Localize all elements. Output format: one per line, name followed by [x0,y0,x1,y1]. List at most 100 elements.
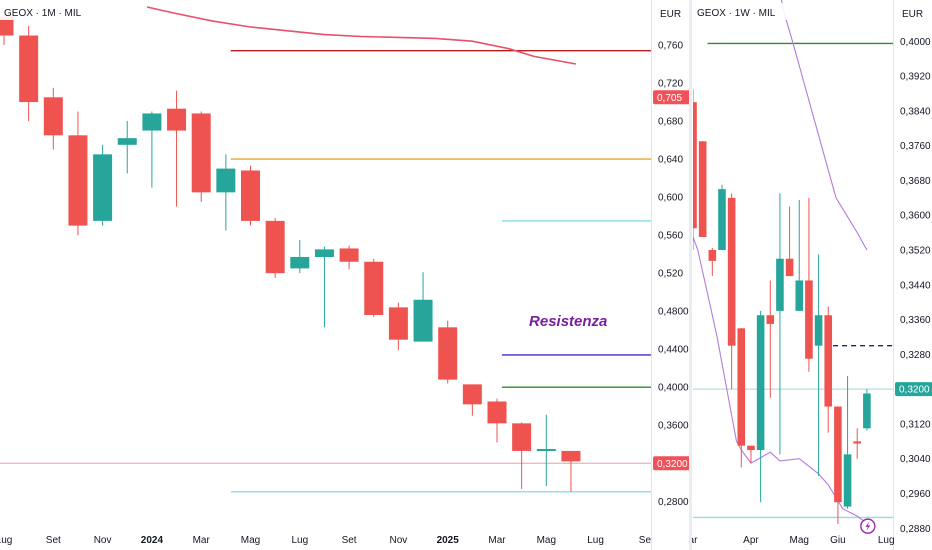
candle[interactable] [795,200,804,311]
candle[interactable] [747,445,755,464]
candle[interactable] [43,87,63,150]
plot-area[interactable]: Resistenza [0,6,670,493]
candle-body[interactable] [708,250,717,261]
candle[interactable] [117,121,137,174]
candle-body[interactable] [766,315,775,324]
candle[interactable] [438,320,458,384]
candle-body[interactable] [117,138,137,145]
candle[interactable] [388,302,408,351]
candle-body[interactable] [795,280,804,311]
candle-body[interactable] [863,393,871,429]
candle-body[interactable] [438,327,458,380]
candle-body[interactable] [290,256,310,269]
candle-body[interactable] [718,189,726,251]
y-tick-label: 0,640 [658,155,683,166]
x-tick-label: Mar [193,535,211,546]
candle[interactable] [462,384,482,416]
candle-body[interactable] [805,280,813,359]
candle-body[interactable] [364,261,384,315]
candle-body[interactable] [241,170,260,221]
candle-body[interactable] [413,299,433,342]
candle[interactable] [142,111,162,188]
y-tick-label: 0,2880 [900,524,931,535]
candle-body[interactable] [512,423,532,451]
candle-body[interactable] [756,315,765,451]
candle[interactable] [413,272,433,342]
candle-body[interactable] [339,248,359,262]
candle[interactable] [191,111,211,202]
candle-body[interactable] [462,384,482,405]
candle-body[interactable] [785,258,794,277]
candle-body[interactable] [814,315,823,346]
candle-body[interactable] [776,258,784,311]
candle-body[interactable] [43,97,63,136]
candle[interactable] [834,406,842,524]
candle[interactable] [785,206,794,277]
candle[interactable] [708,247,717,277]
candle[interactable] [776,193,784,455]
candle[interactable] [824,306,833,433]
candle[interactable] [167,90,187,207]
y-tick-label: 0,2960 [900,489,931,500]
candle[interactable] [698,141,707,237]
candle-body[interactable] [265,220,285,274]
candle-body[interactable] [834,406,842,503]
candle-body[interactable] [698,141,707,237]
candle-body[interactable] [68,135,88,226]
candle[interactable] [93,144,113,226]
candle-body[interactable] [824,315,833,407]
candle-body[interactable] [0,16,14,36]
weekly-chart-panel[interactable]: 0,2880 0,2960 0,3040 0,3120 0,3200 0,3280 0,33… [683,0,932,550]
candle[interactable] [290,239,310,274]
candle[interactable] [512,422,532,489]
candle[interactable] [536,414,556,487]
candle-body[interactable] [487,401,507,424]
candle[interactable] [689,89,697,251]
panel-divider[interactable] [689,0,692,550]
candle-body[interactable] [747,445,755,451]
candle-body[interactable] [843,454,852,507]
candle[interactable] [339,245,359,270]
candle[interactable] [843,376,852,509]
candle[interactable] [265,218,285,278]
candle[interactable] [19,26,39,122]
candle-body[interactable] [19,35,39,103]
candle[interactable] [364,258,384,317]
price-tag: 0,3200 [895,382,932,397]
monthly-chart-panel[interactable]: Resistenza 0,2800 0,3200 0,3600 0,4000 0,4400… [0,0,692,550]
candle-body[interactable] [167,108,187,131]
candle[interactable] [756,310,765,503]
candle-body[interactable] [737,328,746,446]
candle-body[interactable] [314,249,334,257]
candle[interactable] [68,111,88,236]
candle-body[interactable] [93,154,113,221]
plot-area[interactable] [683,0,896,528]
candle-body[interactable] [191,113,211,193]
candle-body[interactable] [727,197,736,346]
y-tick-label: 0,4800 [658,307,689,318]
candle[interactable] [487,398,507,443]
candle[interactable] [766,280,775,398]
candle[interactable] [314,246,334,328]
candle[interactable] [853,428,862,459]
candle-body[interactable] [853,441,862,444]
candle-body[interactable] [142,113,162,131]
candle[interactable] [561,450,581,492]
candle[interactable] [727,193,736,390]
candle[interactable] [814,254,823,477]
candle[interactable] [241,165,260,226]
y-tick-label: 0,3600 [658,421,689,432]
candle-body[interactable] [689,102,697,229]
lightning-icon[interactable] [860,518,876,534]
candle-body[interactable] [536,449,556,452]
candle-body[interactable] [216,168,236,193]
candle[interactable] [216,154,236,231]
candle[interactable] [805,197,813,372]
candle-body[interactable] [561,450,581,462]
candle[interactable] [737,328,746,468]
candle-body[interactable] [388,307,408,340]
price-tag-label: 0,705 [657,93,682,104]
moving-average-line [780,0,868,251]
candle[interactable] [718,184,726,251]
candle[interactable] [863,389,871,431]
